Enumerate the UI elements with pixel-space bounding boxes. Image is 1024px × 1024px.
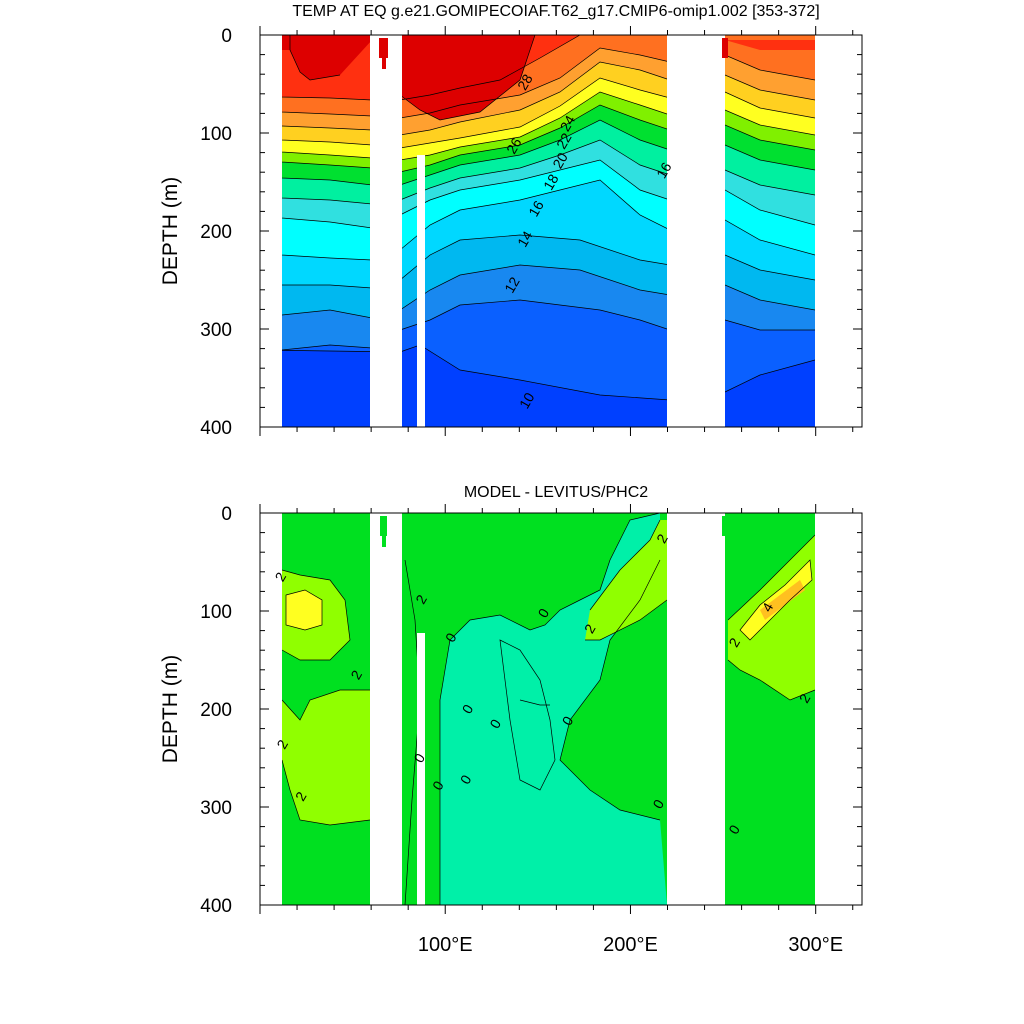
y-tick-label: 100 — [200, 602, 232, 623]
bottom-island-marks — [380, 516, 727, 547]
bottom-panel: MODEL - LEVITUS/PHC2 DEPTH (m) 0 100 200 30… — [159, 484, 863, 956]
contour-label: 14 — [514, 228, 536, 250]
top-y-tick-labels: 0 100 200 300 400 — [200, 26, 232, 439]
contour-label: 12 — [501, 274, 523, 296]
bottom-x-tick-labels: 100°E 200°E 300°E — [418, 934, 843, 956]
y-tick-label: 400 — [200, 418, 232, 439]
contour-label: 24 — [557, 112, 579, 134]
contour-label: 28 — [514, 71, 536, 93]
top-panel: TEMP AT EQ g.e21.GOMIPECOIAF.T62_g17.CMI… — [159, 3, 863, 439]
x-tick-label: 200°E — [603, 934, 658, 956]
y-tick-label: 200 — [200, 222, 232, 243]
y-tick-label: 0 — [221, 504, 232, 525]
x-tick-label: 100°E — [418, 934, 473, 956]
top-axis-ticks — [259, 26, 862, 436]
bottom-plot-area — [260, 513, 862, 905]
contour-label: 16 — [653, 159, 675, 181]
bottom-band-3-west-b — [282, 690, 370, 825]
contour-label: 26 — [503, 135, 525, 157]
y-tick-label: 400 — [200, 896, 232, 917]
contour-label: 10 — [516, 390, 538, 412]
top-contour-lines — [260, 35, 862, 401]
y-tick-label: 200 — [200, 700, 232, 721]
contour-label: 16 — [525, 198, 547, 220]
bottom-band-zero-b — [500, 640, 555, 790]
y-tick-label: 300 — [200, 798, 232, 819]
bottom-band-4-west — [286, 590, 322, 630]
top-band-28 — [260, 35, 535, 120]
bottom-band-6-east — [760, 580, 805, 620]
top-island-marks — [379, 38, 728, 69]
contour-label: 18 — [540, 171, 562, 193]
top-plot-area — [260, 35, 862, 427]
y-tick-label: 300 — [200, 320, 232, 341]
bottom-y-axis-label: DEPTH (m) — [159, 655, 182, 764]
top-y-axis-label: DEPTH (m) — [159, 177, 182, 286]
x-tick-label: 300°E — [788, 934, 843, 956]
contour-label: 22 — [553, 130, 575, 152]
contour-label: 20 — [549, 150, 571, 172]
bottom-y-tick-labels: 0 100 200 300 400 — [200, 504, 232, 917]
top-chart-title: TEMP AT EQ g.e21.GOMIPECOIAF.T62_g17.CMI… — [292, 3, 819, 20]
bottom-band-3-pac — [585, 520, 667, 640]
bottom-axis-ticks — [259, 504, 862, 914]
y-tick-label: 100 — [200, 124, 232, 145]
bottom-chart-title: MODEL - LEVITUS/PHC2 — [464, 484, 648, 501]
y-tick-label: 0 — [221, 26, 232, 47]
